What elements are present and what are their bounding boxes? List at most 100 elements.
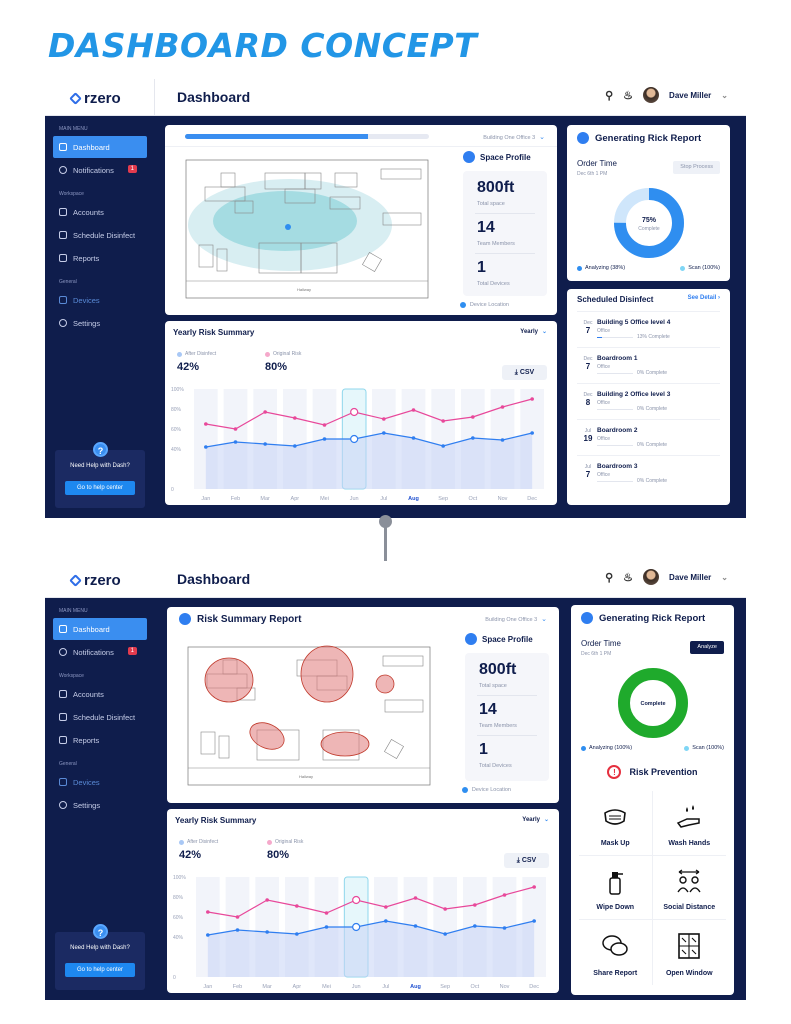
hallway-label: Hallway: [297, 287, 311, 292]
gear-icon: [59, 801, 67, 809]
schedule-item[interactable]: Dec 7 Boardroom 1 Office 0% Complete: [577, 347, 720, 383]
schedule-item[interactable]: Dec 7 Building 5 Office level 4 Office 13% C…: [577, 311, 720, 347]
sidebar-item-label: Accounts: [73, 689, 104, 699]
sidebar-item-accounts[interactable]: Accounts: [53, 683, 147, 705]
csv-button[interactable]: ⤓ CSV: [504, 853, 549, 868]
user-name[interactable]: Dave Miller: [669, 90, 712, 100]
prevention-item[interactable]: Open Window: [653, 920, 727, 985]
sidebar-item-dashboard[interactable]: Dashboard: [53, 136, 147, 158]
see-detail-link[interactable]: See Detail ›: [688, 295, 720, 301]
total-devices-label: Total Devices: [477, 281, 510, 287]
chevron-down-icon: ⌄: [541, 616, 547, 623]
sidebar-item-reports[interactable]: Reports: [53, 729, 147, 751]
legend-dot: [577, 265, 582, 271]
sidebar-item-reports[interactable]: Reports: [53, 247, 147, 269]
x-tick-label: Oct: [471, 984, 480, 990]
period-select[interactable]: Yearly ⌄: [520, 328, 547, 335]
prevention-item[interactable]: Mask Up: [579, 791, 653, 856]
report-title: Generating Rick Report: [599, 612, 706, 624]
data-point: [206, 933, 210, 937]
avatar[interactable]: [643, 569, 660, 585]
help-center-button[interactable]: Go to help center: [65, 481, 135, 495]
chevron-right-icon: ›: [718, 295, 720, 301]
help-center-button[interactable]: Go to help center: [65, 963, 135, 977]
sidebar-item-settings[interactable]: Settings: [53, 794, 147, 816]
risk-summary-report-title: Risk Summary Report: [197, 613, 302, 625]
space-profile-title: Space Profile: [482, 634, 533, 644]
csv-button[interactable]: ⤓ CSV: [502, 365, 547, 380]
data-point: [413, 924, 418, 928]
brand-logo[interactable]: rzero: [69, 90, 121, 107]
x-tick-label: Sep: [438, 496, 448, 502]
space-profile-panel: 800ft Total space 14 Team Members 1 Tota…: [465, 653, 549, 781]
after-value: 42%: [179, 849, 202, 861]
data-point: [295, 904, 299, 908]
schedule-item[interactable]: Dec 8 Building 2 Office level 3 Office 0% Co…: [577, 383, 720, 419]
sidebar-item-settings[interactable]: Settings: [53, 312, 147, 334]
bell-icon[interactable]: ♨: [623, 571, 634, 584]
device-location-dot: [459, 302, 466, 308]
search-icon[interactable]: ⚲: [605, 89, 614, 102]
sidebar-item-schedule-disinfect[interactable]: Schedule Disinfect: [53, 224, 147, 246]
y-tick-label: 100%: [173, 875, 186, 881]
sidebar-item-label: Devices: [73, 295, 100, 305]
space-profile-header: Space Profile: [465, 633, 549, 645]
data-point: [204, 445, 208, 449]
data-point: [322, 437, 327, 441]
sidebar-item-schedule-disinfect[interactable]: Schedule Disinfect: [53, 706, 147, 728]
sidebar-item-accounts[interactable]: Accounts: [53, 201, 147, 223]
user-name[interactable]: Dave Miller: [669, 572, 712, 582]
building-select[interactable]: Building One Office 3 ⌄: [483, 133, 545, 141]
schedule-percent: 0% Complete: [637, 406, 668, 412]
stop-process-button[interactable]: Stop Process: [673, 161, 720, 174]
schedule-item[interactable]: Jul 7 Boardroom 3 Office 0% Complete: [577, 455, 720, 491]
legend-after: After Disinfect: [177, 351, 216, 357]
x-tick-label: Jul: [382, 984, 389, 990]
team-members-label: Team Members: [479, 723, 517, 729]
mask-icon: [604, 809, 627, 825]
dashboard-icon: [59, 625, 67, 633]
total-space-label: Total space: [477, 201, 505, 207]
chevron-down-icon[interactable]: ⌄: [721, 572, 728, 582]
series-line-after: [207, 920, 535, 936]
prevention-item[interactable]: Wipe Down: [579, 855, 653, 921]
sidebar-section-label: General: [59, 761, 77, 767]
period-select[interactable]: Yearly ⌄: [522, 816, 549, 823]
download-icon: ⤓: [516, 857, 520, 864]
help-card: ? Need Help with Dash? Go to help center: [55, 924, 145, 990]
divider: [477, 735, 537, 736]
sidebar-item-notifications[interactable]: Notifications 1: [53, 159, 147, 181]
y-tick-label: 80%: [173, 895, 184, 901]
prevention-label: Social Distance: [663, 904, 716, 912]
schedule-name: Building 2 Office level 3: [597, 391, 671, 398]
sidebar-item-label: Notifications: [73, 165, 114, 175]
top-bar: rzero Dashboard ⚲ ♨ Dave Miller ⌄: [45, 79, 746, 116]
sidebar-item-dashboard[interactable]: Dashboard: [53, 618, 147, 640]
chevron-down-icon[interactable]: ⌄: [721, 90, 728, 100]
building-select[interactable]: Building One Office 3 ⌄: [485, 615, 547, 623]
sidebar-item-devices[interactable]: Devices: [53, 289, 147, 311]
search-icon[interactable]: ⚲: [605, 571, 614, 584]
x-tick-label: Feb: [231, 496, 240, 502]
data-point: [324, 911, 329, 915]
notification-badge: 1: [127, 165, 137, 173]
period-label: Yearly: [520, 329, 538, 335]
schedule-item[interactable]: Jul 19 Boardroom 2 Office 0% Complete: [577, 419, 720, 455]
brand-logo[interactable]: rzero: [69, 572, 121, 589]
legend-original: Original Risk: [265, 351, 301, 357]
bell-icon[interactable]: ♨: [623, 89, 634, 102]
sidebar-item-devices[interactable]: Devices: [53, 771, 147, 793]
y-tick-label: 100%: [171, 387, 184, 393]
dashboard-frame-1: rzero Dashboard ⚲ ♨ Dave Miller ⌄ MAIN M…: [45, 79, 746, 518]
sidebar-item-notifications[interactable]: Notifications 1: [53, 641, 147, 663]
prevention-item[interactable]: Social Distance: [652, 856, 726, 921]
sidebar: MAIN MENU Dashboard Notifications 1 Works…: [45, 116, 155, 518]
prevention-label: Mask Up: [600, 839, 630, 847]
prevention-item[interactable]: Share Report: [579, 920, 653, 985]
x-tick-label: Mei: [322, 984, 331, 990]
prevention-item[interactable]: Wash Hands: [652, 791, 726, 856]
divider: [154, 79, 155, 116]
avatar[interactable]: [643, 87, 660, 103]
sidebar-item-label: Schedule Disinfect: [73, 230, 136, 240]
analyze-button[interactable]: Analyze: [690, 641, 724, 654]
